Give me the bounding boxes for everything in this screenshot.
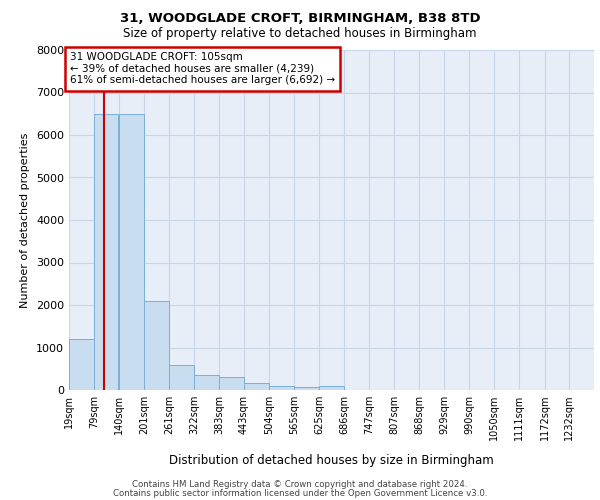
Bar xyxy=(319,386,344,390)
Text: Size of property relative to detached houses in Birmingham: Size of property relative to detached ho… xyxy=(123,28,477,40)
Bar xyxy=(244,382,269,390)
Bar xyxy=(294,387,319,390)
Bar xyxy=(194,375,219,390)
Bar xyxy=(94,114,118,390)
Text: 31 WOODGLADE CROFT: 105sqm
← 39% of detached houses are smaller (4,239)
61% of s: 31 WOODGLADE CROFT: 105sqm ← 39% of deta… xyxy=(70,52,335,86)
Bar xyxy=(119,114,143,390)
Text: Contains public sector information licensed under the Open Government Licence v3: Contains public sector information licen… xyxy=(113,489,487,498)
X-axis label: Distribution of detached houses by size in Birmingham: Distribution of detached houses by size … xyxy=(169,454,494,467)
Bar xyxy=(269,386,294,390)
Y-axis label: Number of detached properties: Number of detached properties xyxy=(20,132,31,308)
Text: Contains HM Land Registry data © Crown copyright and database right 2024.: Contains HM Land Registry data © Crown c… xyxy=(132,480,468,489)
Bar xyxy=(69,339,94,390)
Text: 31, WOODGLADE CROFT, BIRMINGHAM, B38 8TD: 31, WOODGLADE CROFT, BIRMINGHAM, B38 8TD xyxy=(119,12,481,26)
Bar xyxy=(219,377,244,390)
Bar xyxy=(169,364,194,390)
Bar xyxy=(144,300,169,390)
